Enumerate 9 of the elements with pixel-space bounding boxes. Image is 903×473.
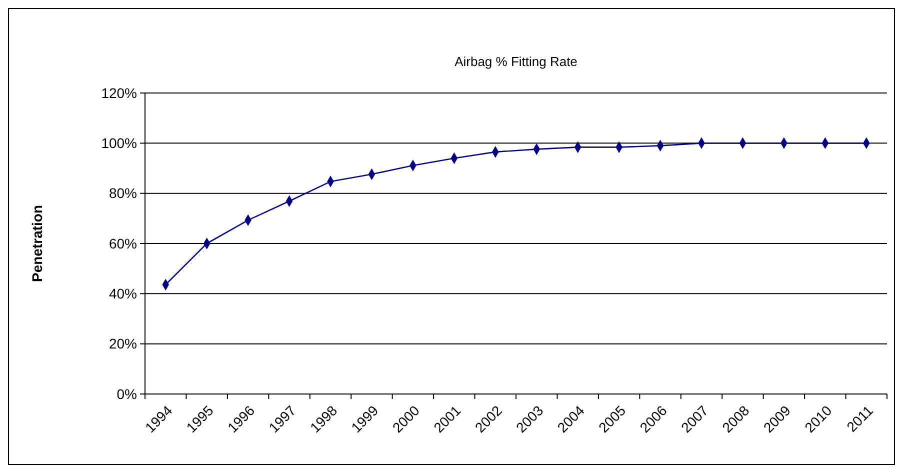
- y-tick-label: 100%: [101, 135, 137, 152]
- chart-title: Airbag % Fitting Rate: [454, 54, 578, 69]
- y-tick-label: 120%: [101, 84, 137, 101]
- y-tick-label: 0%: [116, 386, 137, 402]
- y-tick-label: 40%: [108, 286, 137, 302]
- y-tick-label: 60%: [108, 235, 137, 252]
- y-axis-title: Penetration: [29, 204, 45, 282]
- y-tick-label: 20%: [108, 336, 137, 352]
- y-tick-label: 80%: [108, 185, 137, 202]
